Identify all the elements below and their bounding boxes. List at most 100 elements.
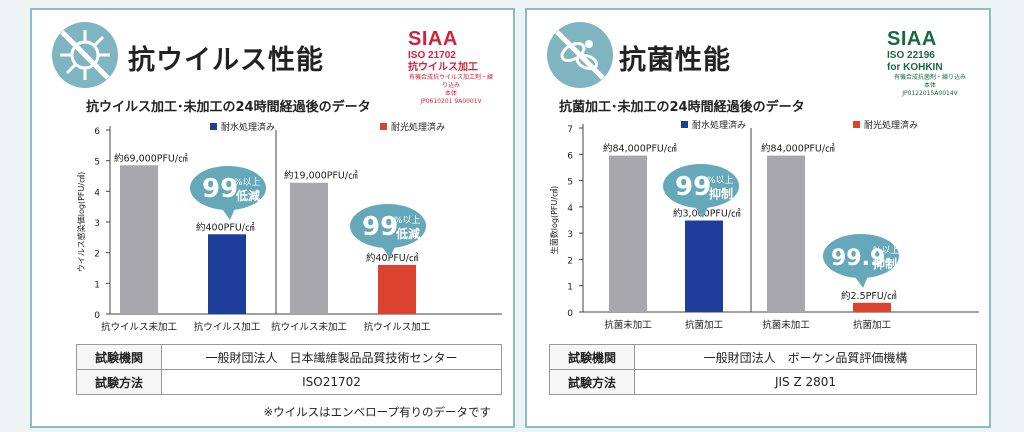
callout-pointer	[693, 204, 709, 218]
legend-label: 耐水処理済み	[221, 121, 275, 133]
test-info-table: 試験機関 一般財団法人 日本繊維製品品質技術センター 試験方法 ISO21702	[76, 344, 502, 395]
table-cell: 試験方法	[76, 369, 162, 395]
callout-effect: 低減	[395, 226, 420, 241]
x-tick-label: 抗菌未加工	[604, 319, 652, 331]
legend-swatch	[681, 121, 688, 128]
y-tick-label: 5	[567, 178, 573, 188]
x-tick-label: 抗菌加工	[685, 319, 724, 331]
y-tick-label: 0	[567, 309, 573, 319]
y-tick-label: 0	[94, 311, 100, 321]
chart-subtitle: 抗ウイルス加工･未加工の24時間経過後のデータ	[86, 100, 371, 115]
bar	[378, 264, 416, 314]
data-label: 約69,000PFU/㎠	[114, 152, 188, 164]
y-tick-label: 6	[94, 127, 100, 137]
test-info-table: 試験機関 一般財団法人 ボーケン品質評価機構 試験方法 JIS Z 2801	[549, 344, 977, 395]
y-tick-label: 3	[567, 230, 573, 240]
data-label: 約2.5PFU/㎠	[841, 290, 897, 302]
data-label: 約19,000PFU/㎠	[284, 170, 358, 182]
callout-pointer	[853, 274, 869, 288]
table-cell: 一般財団法人 日本繊維製品品質技術センター	[161, 344, 502, 370]
callout-value: 99	[202, 174, 238, 204]
y-axis-label: ウイルス感染価log(PFU/㎠)	[76, 172, 86, 272]
x-tick-label: 抗ウイルス未加工	[271, 321, 348, 333]
table-cell: 試験機関	[76, 344, 162, 370]
antiviral-chart: 0 1 2 3 4 5 6 ウイルス感染価log(PFU/㎠) 約69,000PFU/㎠抗ウイル…	[76, 121, 502, 333]
data-label: 約40PFU/㎠	[366, 252, 419, 264]
siaa-sub: 有機合成抗菌剤・練り込み	[893, 74, 966, 81]
siaa-code: JP0610201 9A0001V	[420, 98, 482, 105]
siaa-label: 抗ウイルス加工	[408, 62, 478, 73]
antiviral-panel: 抗ウイルス性能 SIAA ISO 21702 抗ウイルス加工 有機合成抗ウイルス…	[30, 8, 515, 428]
iso-number: ISO 21702	[408, 50, 456, 61]
siaa-code: JP0122015A0014V	[902, 90, 958, 97]
section-title: 抗菌性能	[619, 45, 731, 76]
legend-swatch	[853, 121, 860, 128]
y-tick-label: 4	[567, 204, 573, 214]
table-row: 試験方法 ISO21702	[76, 369, 502, 395]
callout-pointer	[380, 244, 396, 258]
y-tick-label: 4	[94, 188, 100, 198]
table-row: 試験方法 JIS Z 2801	[549, 369, 977, 395]
siaa-sub2: 本体	[444, 90, 457, 97]
callout-value: 99.9	[831, 246, 885, 271]
table-cell: ISO21702	[161, 369, 502, 395]
y-tick-label: 2	[567, 256, 573, 266]
data-label: 約400PFU/㎠	[196, 221, 255, 233]
bar	[609, 155, 647, 312]
callout-bubble	[823, 234, 899, 278]
x-tick-label: 抗菌加工	[853, 319, 892, 331]
x-tick-label: 抗菌未加工	[762, 319, 810, 331]
siaa-logo: SIAA	[408, 28, 458, 50]
siaa-sub2: 本体	[923, 82, 936, 89]
x-tick-label: 抗ウイルス加工	[194, 321, 261, 333]
x-tick-label: 抗ウイルス未加工	[101, 321, 178, 333]
data-label: 約84,000PFU/㎠	[603, 143, 677, 155]
table-row: 試験機関 一般財団法人 日本繊維製品品質技術センター	[76, 344, 502, 370]
bar	[853, 302, 891, 312]
legend-label: 耐光処理済み	[864, 119, 918, 131]
y-axis-label: 生菌数log(PFU/㎠)	[549, 186, 559, 254]
section-title: 抗ウイルス性能	[128, 45, 324, 76]
virus-icon	[52, 22, 118, 88]
callout-effect: 抑制	[709, 186, 733, 201]
callout-qualifier: %以上	[707, 175, 734, 186]
y-tick-label: 2	[94, 250, 100, 260]
siaa-label: for KOHKIN	[887, 62, 943, 73]
bar	[208, 234, 246, 314]
iso-number: ISO 22196	[887, 50, 935, 61]
bar	[685, 220, 723, 312]
data-label: 約3,000PFU/㎠	[673, 208, 741, 220]
callout-value: 99	[675, 172, 711, 202]
table-row: 試験機関 一般財団法人 ボーケン品質評価機構	[549, 344, 977, 370]
table-cell: 試験機関	[549, 344, 635, 370]
y-tick-label: 5	[94, 158, 100, 168]
callout-qualifier: %以上	[394, 215, 421, 226]
table-cell: JIS Z 2801	[634, 369, 977, 395]
bar	[767, 155, 805, 312]
callout-effect: 抑制	[873, 256, 897, 271]
bacteria-icon	[547, 22, 613, 88]
chart-subtitle: 抗菌加工･未加工の24時間経過後のデータ	[559, 100, 805, 115]
legend-swatch	[380, 123, 387, 130]
callout-value: 99	[362, 212, 398, 242]
table-cell: 試験方法	[549, 369, 635, 395]
y-tick-label: 7	[567, 125, 573, 135]
legend-label: 耐光処理済み	[391, 121, 445, 133]
legend-label: 耐水処理済み	[692, 119, 746, 131]
callout-pointer	[220, 206, 236, 220]
callout-bubble	[663, 164, 739, 208]
y-tick-label: 1	[94, 280, 100, 290]
siaa-mark: SIAA ISO 21702 抗ウイルス加工 有機合成抗ウイルス加工剤・練り込み…	[408, 28, 494, 106]
table-cell: 一般財団法人 ボーケン品質評価機構	[634, 344, 977, 370]
data-label: 約84,000PFU/㎠	[761, 143, 835, 155]
callout-effect: 低減	[235, 188, 260, 203]
bar	[290, 182, 328, 314]
callout-qualifier: %以上	[234, 177, 261, 188]
y-tick-label: 3	[94, 219, 100, 229]
y-tick-label: 1	[567, 283, 573, 293]
callout-bubble	[190, 166, 266, 210]
legend-swatch	[210, 123, 217, 130]
siaa-logo: SIAA	[887, 28, 937, 50]
y-tick-label: 6	[567, 151, 573, 161]
